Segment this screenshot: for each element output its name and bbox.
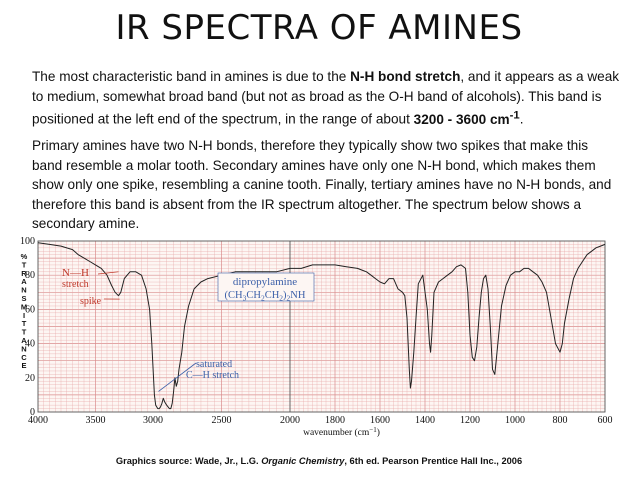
spike-label: spike xyxy=(80,296,102,307)
y-tick-label: 80 xyxy=(25,270,35,281)
x-tick-label: 1200 xyxy=(460,415,480,426)
ch-stretch-pointer xyxy=(158,362,197,392)
compound-formula-part: 2 xyxy=(279,294,283,303)
compound-formula: (CH3CH2CH2)2NH xyxy=(225,290,306,303)
x-tick-label: 600 xyxy=(598,415,613,426)
x-axis-label-text: wavenumber (cm xyxy=(303,427,370,438)
source-prefix: Graphics source: Wade, Jr., L.G. xyxy=(115,456,262,466)
y-axis-label-letter: C xyxy=(21,353,27,362)
y-tick-label: 100 xyxy=(20,236,35,247)
y-axis-label-letter: R xyxy=(21,269,27,278)
compound-formula-part: 2 xyxy=(287,294,291,303)
chart-axes xyxy=(37,240,606,413)
source-suffix: , 6th ed. Pearson Prentice Hall Inc., 20… xyxy=(344,456,523,466)
x-axis-label: wavenumber (cm−1) xyxy=(303,426,380,438)
x-tick-label: 3500 xyxy=(86,415,106,426)
spectrum-trace xyxy=(37,242,606,410)
page-title: IR SPECTRA OF AMINES xyxy=(115,8,523,48)
compound-name: dipropylamine xyxy=(233,276,297,288)
y-axis-label-letter: S xyxy=(21,294,26,303)
compound-formula-part: 2 xyxy=(261,294,265,303)
y-tick-label: 60 xyxy=(25,304,35,315)
y-tick-label: 20 xyxy=(25,373,35,384)
x-tick-label: 2500 xyxy=(212,415,232,426)
chart-annotations: N—H stretch spike dipropylamine (CH3CH2C… xyxy=(62,267,315,392)
y-axis-label-letter: T xyxy=(22,328,27,337)
compound-formula-part: (CH xyxy=(225,290,244,301)
x-tick-label: 1000 xyxy=(505,415,525,426)
nh-stretch-pointer xyxy=(97,271,119,275)
ir-spectrum-chart: 0 20 40 60 80 100 4000 3500 3000 2500 2000 1800 160… xyxy=(20,236,613,438)
y-tick-labels: 0 20 40 60 80 100 xyxy=(20,236,35,418)
ch-stretch-label-line1: saturated xyxy=(196,359,232,370)
intro-text-middle: , and it appears as a weak to medium, so… xyxy=(32,69,620,127)
compound-label-box xyxy=(217,272,315,302)
source-book-title: Organic Chemistry xyxy=(261,456,345,466)
y-axis-label-letter: E xyxy=(21,361,26,370)
intro-text-before: The most characteristic band in amines i… xyxy=(32,69,351,84)
ch-stretch-label-line2: C—H stretch xyxy=(186,370,239,381)
x-axis-label-close: ) xyxy=(377,427,380,438)
chart-grid xyxy=(38,241,605,412)
graphics-source-caption: Graphics source: Wade, Jr., L.G. Organic… xyxy=(0,456,638,466)
x-tick-labels: 4000 3500 3000 2500 2000 1800 1600 1400 1200 1000… xyxy=(28,415,613,426)
y-axis-label-letter: A xyxy=(21,277,27,286)
compound-formula-part: 3 xyxy=(243,294,247,303)
x-tick-label: 4000 xyxy=(28,415,48,426)
range-value: 3200 - 3600 cm xyxy=(413,111,510,127)
y-axis-label-letter: T xyxy=(22,260,27,269)
nh-stretch-label-line1: N—H xyxy=(62,267,89,279)
y-axis-label-letter: M xyxy=(21,302,27,311)
nh-stretch-label-line2: stretch xyxy=(62,279,89,290)
y-axis-label-letter: A xyxy=(21,336,27,345)
intro-paragraph: The most characteristic band in amines i… xyxy=(32,67,622,129)
y-axis-label-letter: I xyxy=(23,311,25,320)
range-unit-exponent: -1 xyxy=(509,109,520,122)
y-tick-label: 40 xyxy=(25,339,35,350)
y-tick-label: 0 xyxy=(30,407,35,418)
compound-formula-part: NH xyxy=(290,290,306,301)
compound-formula-part: CH xyxy=(265,290,280,301)
x-tick-label: 2000 xyxy=(280,415,300,426)
amine-types-paragraph: Primary amines have two N-H bonds, there… xyxy=(32,138,612,232)
y-axis-label-letter: % xyxy=(21,252,28,261)
range-bold: 3200 - 3600 cm-1 xyxy=(413,109,520,127)
compound-formula-part: CH xyxy=(246,290,261,301)
y-axis-label-letter: N xyxy=(21,344,26,353)
plot-frame xyxy=(37,240,606,413)
intro-text-after: . xyxy=(519,111,524,127)
x-axis-label-exponent: −1 xyxy=(369,426,377,434)
x-tick-label: 1600 xyxy=(370,415,390,426)
x-tick-label: 3000 xyxy=(143,415,163,426)
y-axis-label-letter: N xyxy=(21,286,26,295)
x-tick-label: 800 xyxy=(553,415,568,426)
nh-bond-stretch-bold: N-H bond stretch xyxy=(350,69,461,84)
x-tick-label: 1800 xyxy=(325,415,345,426)
compound-formula-part: ) xyxy=(283,290,287,301)
y-axis-label-letter: T xyxy=(22,319,27,328)
x-tick-label: 1400 xyxy=(415,415,435,426)
